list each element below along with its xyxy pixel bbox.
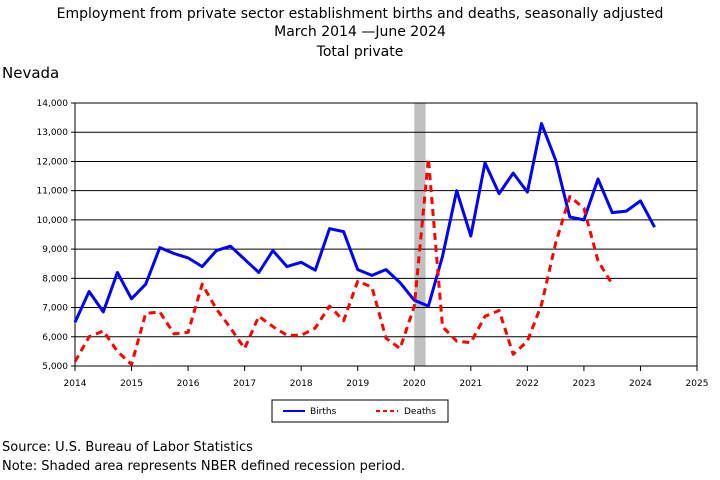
y-tick-label: 11,000 (37, 187, 69, 197)
series-line-deaths (73, 157, 614, 366)
source-note: Source: U.S. Bureau of Labor Statistics (2, 440, 253, 455)
chart-subtitle: Total private (316, 44, 404, 60)
x-tick-label: 2020 (403, 379, 426, 389)
x-tick-label: 2021 (459, 379, 482, 389)
axis-layer: 5,000 6,000 7,000 8,000 9,000 10,000 11,000 12,… (37, 99, 709, 389)
line-chart: 5,000 6,000 7,000 8,000 9,000 10,000 11,000 12,… (37, 99, 709, 423)
x-tick-label: 2024 (629, 379, 652, 389)
plot-frame (74, 102, 698, 367)
y-tick-label: 13,000 (37, 128, 69, 138)
x-tick-label: 2023 (572, 379, 595, 389)
y-tick-label: 8,000 (42, 274, 68, 284)
x-tick-label: 2016 (177, 379, 200, 389)
legend-label-births: Births (310, 407, 337, 417)
x-tick-label: 2014 (64, 379, 87, 389)
legend-box (271, 399, 449, 423)
series-layer (73, 122, 656, 366)
y-tick-label: 5,000 (42, 362, 68, 372)
x-tick-label: 2025 (686, 379, 709, 389)
x-tick-label: 2015 (120, 379, 143, 389)
y-tick-label: 6,000 (42, 333, 68, 343)
recession-note: Note: Shaded area represents NBER define… (2, 459, 406, 474)
x-tick-label: 2022 (516, 379, 539, 389)
chart-title: Employment from private sector establish… (56, 6, 664, 22)
y-tick-label: 12,000 (37, 157, 69, 167)
x-tick-label: 2017 (233, 379, 256, 389)
y-tick-label: 10,000 (37, 216, 69, 226)
y-tick-label: 9,000 (42, 245, 68, 255)
x-tick-label: 2019 (346, 379, 369, 389)
series-line-births (73, 122, 656, 323)
chart-date-range: March 2014 —June 2024 (274, 24, 446, 40)
region-label: Nevada (2, 64, 60, 82)
y-tick-label: 14,000 (37, 99, 69, 109)
legend: Births Deaths (271, 399, 449, 423)
x-tick-label: 2018 (290, 379, 313, 389)
legend-label-deaths: Deaths (404, 407, 436, 417)
y-tick-label: 7,000 (42, 304, 68, 314)
